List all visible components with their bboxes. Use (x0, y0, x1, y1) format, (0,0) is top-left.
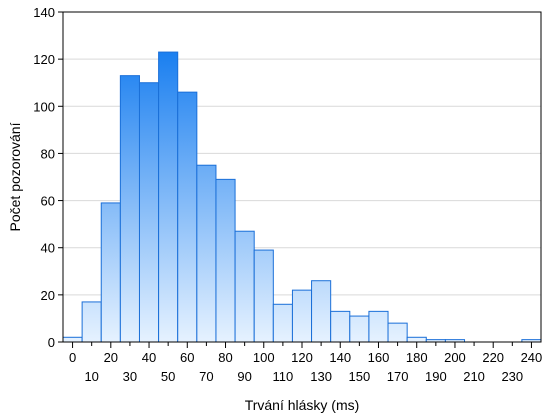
y-tick-label: 0 (48, 335, 55, 350)
histogram-bar (253, 249, 274, 343)
x-tick-label: 200 (444, 350, 466, 365)
x-tick-label: 0 (69, 350, 76, 365)
y-tick-label: 20 (41, 288, 55, 303)
x-tick-label: 130 (310, 369, 332, 384)
x-tick-label: 40 (142, 350, 156, 365)
histogram-bar (330, 310, 351, 343)
x-tick-label: 70 (199, 369, 213, 384)
histogram-bar (272, 303, 293, 343)
x-tick-label: 170 (387, 369, 409, 384)
histogram-bar (196, 164, 217, 343)
y-tick-label: 80 (41, 146, 55, 161)
x-tick-label: 10 (84, 369, 98, 384)
histogram-bar (177, 91, 198, 343)
y-tick-label: 140 (33, 5, 55, 20)
x-tick-label: 30 (123, 369, 137, 384)
histogram-bar (387, 322, 408, 343)
x-tick-label: 110 (273, 369, 294, 384)
y-axis-title: Počet pozorování (7, 122, 23, 231)
histogram-bar (291, 289, 313, 343)
x-tick-label: 100 (253, 350, 275, 365)
histogram-bar (311, 280, 332, 343)
x-tick-label: 90 (237, 369, 251, 384)
y-tick-label: 40 (41, 241, 55, 256)
x-tick-label: 230 (501, 369, 523, 384)
histogram-bar (158, 51, 179, 343)
x-tick-label: 60 (180, 350, 194, 365)
x-tick-label: 50 (161, 369, 175, 384)
histogram-bar (138, 82, 160, 343)
x-tick-label: 20 (104, 350, 118, 365)
x-tick-label: 160 (368, 350, 390, 365)
histogram-bar (62, 336, 83, 343)
y-tick-label: 120 (33, 52, 55, 67)
histogram-bar (119, 75, 140, 343)
histogram-bar (234, 230, 255, 343)
histogram-bar (100, 202, 121, 343)
x-tick-label: 210 (463, 369, 485, 384)
histogram-bar (349, 315, 370, 343)
y-tick-label: 60 (41, 194, 55, 209)
histogram-bar (368, 310, 389, 343)
histogram-bar (81, 301, 102, 343)
x-tick-label: 120 (291, 350, 313, 365)
x-tick-label: 220 (482, 350, 504, 365)
histogram-bar (215, 178, 236, 343)
x-tick-label: 240 (521, 350, 543, 365)
x-tick-label: 80 (218, 350, 232, 365)
x-axis-ticks: 0 20 40 60 80 100 120 140 160 180 200 220 240 10 30 50 7… (69, 342, 542, 384)
x-tick-label: 150 (349, 369, 371, 384)
histogram-bar (406, 336, 427, 343)
x-tick-label: 140 (329, 350, 351, 365)
bars (62, 51, 542, 343)
y-tick-label: 100 (33, 99, 55, 114)
y-axis-ticks: 0 20 40 60 80 100 120 140 (33, 5, 63, 350)
x-axis-title: Trvání hlásky (ms) (245, 397, 360, 413)
x-tick-label: 180 (406, 350, 428, 365)
x-tick-label: 190 (425, 369, 447, 384)
